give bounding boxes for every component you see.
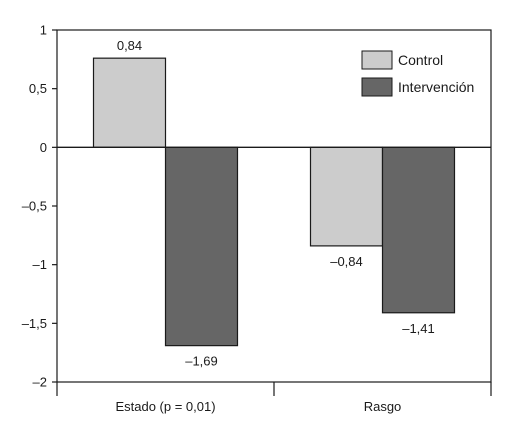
legend-label: Control xyxy=(398,52,443,68)
y-tick-label: –1 xyxy=(33,257,47,272)
legend-swatch xyxy=(362,51,392,69)
data-label: –0,84 xyxy=(330,254,363,269)
y-axis: 1 0,5 0 –0,5 –1 –1,5 –2 xyxy=(22,23,57,390)
data-label: –1,41 xyxy=(402,321,435,336)
legend-swatch xyxy=(362,78,392,96)
x-category-label: Rasgo xyxy=(364,399,402,414)
legend: Control Intervención xyxy=(362,51,474,96)
bars-group xyxy=(94,58,455,345)
bar-control-1 xyxy=(311,147,383,246)
bar-control-0 xyxy=(94,58,166,147)
y-tick-label: 1 xyxy=(40,23,47,38)
data-label: 0,84 xyxy=(117,38,142,53)
y-tick-label: –2 xyxy=(33,375,47,390)
data-label: –1,69 xyxy=(185,354,218,369)
y-tick-label: –0,5 xyxy=(22,199,47,214)
y-tick-label: 0,5 xyxy=(29,81,47,96)
y-tick-label: –1,5 xyxy=(22,316,47,331)
bar-intervencin-1 xyxy=(383,147,455,312)
x-category-label: Estado (p = 0,01) xyxy=(115,399,215,414)
y-tick-label: 0 xyxy=(40,140,47,155)
x-axis: Estado (p = 0,01) Rasgo xyxy=(57,382,491,414)
legend-label: Intervención xyxy=(398,79,474,95)
bar-intervencin-0 xyxy=(166,147,238,345)
